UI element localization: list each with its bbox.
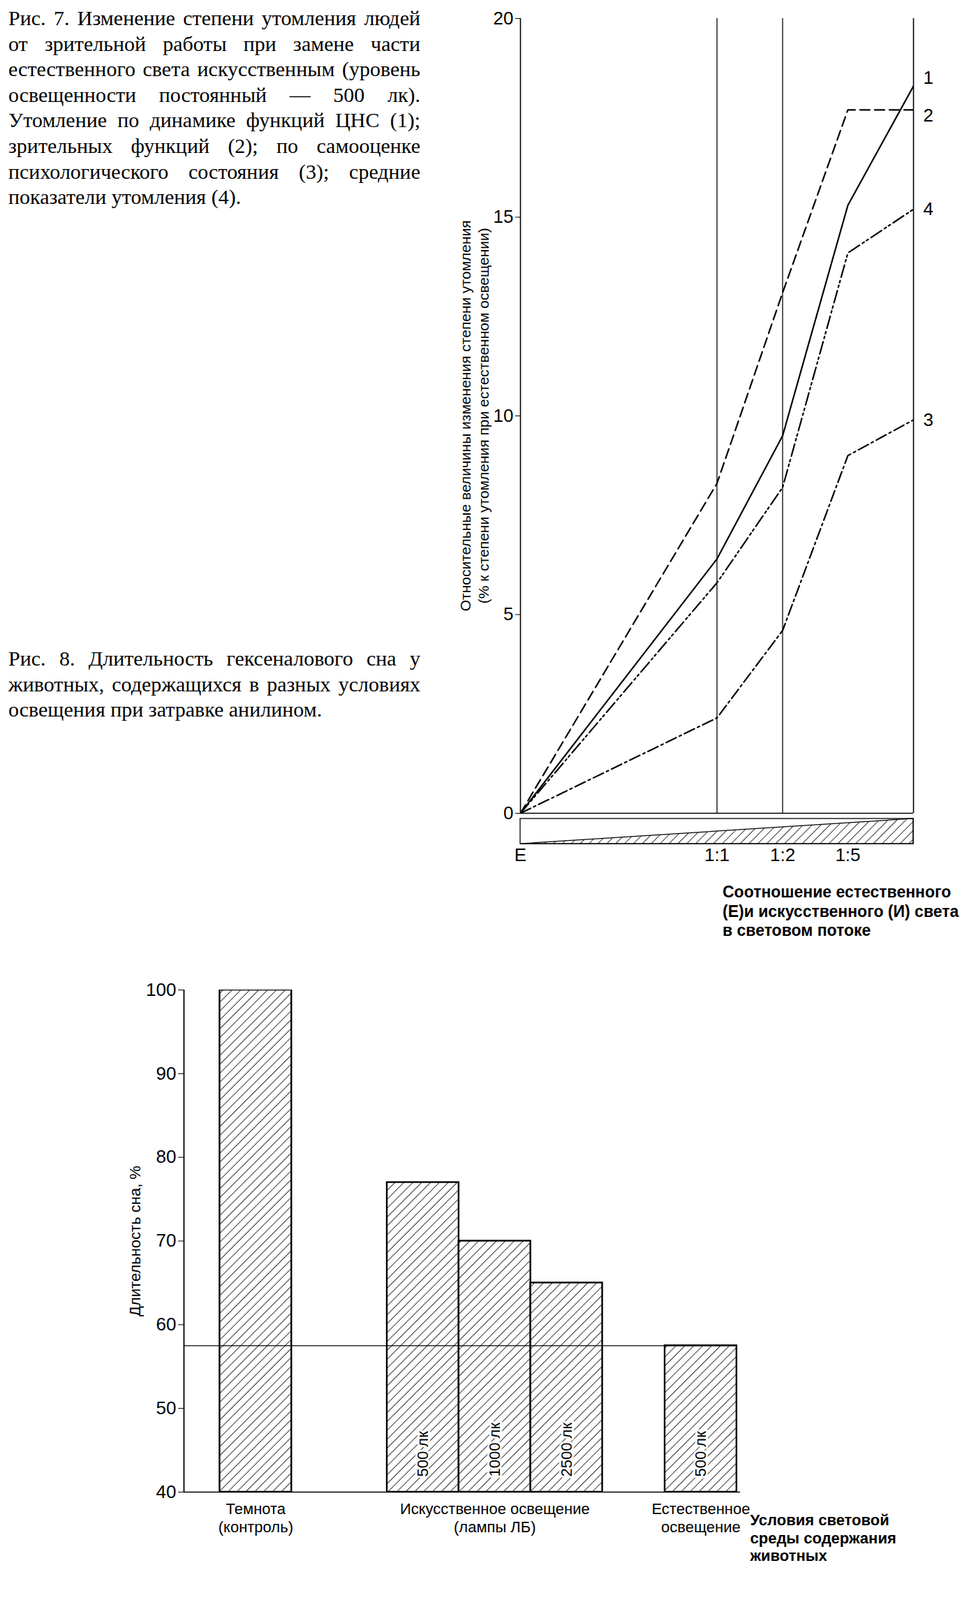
html-text:Рис. 7. Изменение степени утом: Рис. 7. Изменение степени утомления люде… xyxy=(8,6,421,209)
svg-text:4: 4 xyxy=(923,198,934,220)
svg-text:2500 лк: 2500 лк xyxy=(557,1422,576,1477)
svg-text:Темнота(контроль): Темнота(контроль) xyxy=(218,1499,294,1535)
svg-text:1: 1 xyxy=(923,67,934,88)
svg-text:60: 60 xyxy=(156,1313,177,1335)
svg-text:20: 20 xyxy=(493,7,514,29)
svg-text:Искусственное освещение(лампы: Искусственное освещение(лампы ЛБ) xyxy=(400,1499,590,1535)
svg-text:1000 лк: 1000 лк xyxy=(485,1422,504,1477)
svg-text:Длительность сна, %: Длительность сна, % xyxy=(126,1165,144,1316)
svg-text:500 лк: 500 лк xyxy=(413,1430,432,1477)
svg-text:500 лк: 500 лк xyxy=(691,1430,710,1477)
svg-text:5: 5 xyxy=(503,603,514,625)
svg-text:100: 100 xyxy=(145,978,176,1000)
html-text:Рис. 8. Длительность гексенало: Рис. 8. Длительность гексеналового сна у… xyxy=(8,646,421,721)
svg-text:Естественноеосвещение: Естественноеосвещение xyxy=(651,1499,750,1535)
html-text:Относительные величины изменен: Относительные величины изменения степени… xyxy=(457,220,492,612)
svg-text:80: 80 xyxy=(156,1145,177,1167)
svg-text:1:5: 1:5 xyxy=(834,844,861,865)
svg-text:10: 10 xyxy=(493,404,514,426)
svg-text:Условия световойсреды содержан: Условия световойсреды содержанияживотных xyxy=(749,1510,897,1564)
svg-text:1:1: 1:1 xyxy=(704,844,730,865)
svg-text:40: 40 xyxy=(156,1480,177,1502)
svg-text:90: 90 xyxy=(156,1062,177,1084)
html-text:Соотношение естественного (Е)и: Соотношение естественного (Е)и искусстве… xyxy=(722,882,959,940)
svg-text:Е: Е xyxy=(514,844,527,865)
svg-text:15: 15 xyxy=(493,205,514,227)
svg-text:50: 50 xyxy=(156,1396,177,1418)
svg-text:2: 2 xyxy=(923,104,934,126)
svg-text:70: 70 xyxy=(156,1229,177,1251)
svg-text:3: 3 xyxy=(923,409,934,431)
svg-text:0: 0 xyxy=(503,802,514,824)
svg-text:1:2: 1:2 xyxy=(770,844,796,865)
